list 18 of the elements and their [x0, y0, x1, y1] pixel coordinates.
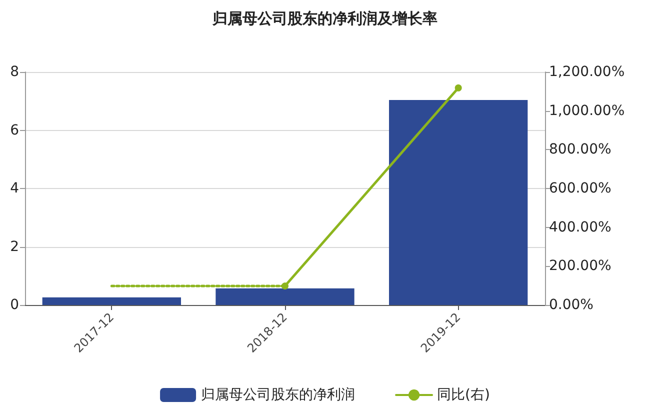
y2-tick-label: 1,200.00% — [549, 64, 625, 80]
y2-tick-label: 600.00% — [549, 180, 612, 196]
y-tick-label: 2 — [10, 238, 19, 255]
y-tick-label: 8 — [10, 64, 19, 80]
y2-tick-label: 0.00% — [549, 297, 594, 313]
y2-tick-label: 400.00% — [549, 219, 612, 236]
bar — [216, 288, 354, 305]
y-tick-label: 4 — [10, 180, 20, 196]
legend-label: 同比(右) — [437, 387, 490, 403]
y-tick-label: 0 — [10, 297, 19, 313]
bar — [389, 100, 528, 305]
y2-tick-label: 200.00% — [549, 258, 612, 274]
legend-label: 归属母公司股东的净利润 — [201, 387, 356, 403]
bar — [42, 297, 181, 305]
y2-tick-label: 800.00% — [549, 142, 612, 158]
y-tick-label: 6 — [10, 122, 20, 138]
chart-title: 归属母公司股东的净利润及增长率 — [212, 10, 438, 28]
y2-tick-label: 1,000.00% — [549, 102, 625, 119]
